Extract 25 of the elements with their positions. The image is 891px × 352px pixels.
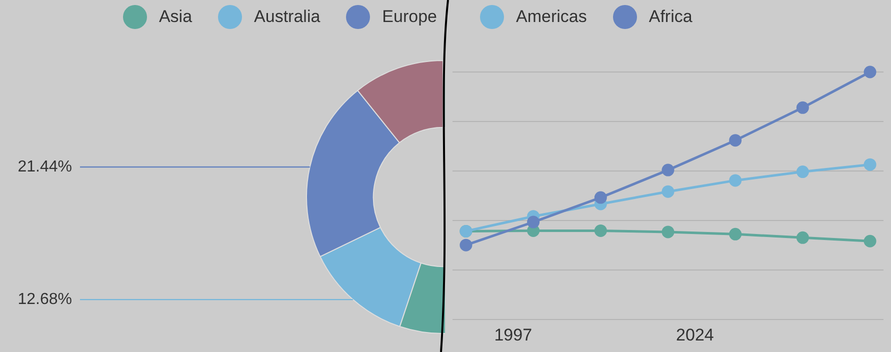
- point: [864, 234, 876, 248]
- data-label: 21.44%: [18, 158, 72, 176]
- point: [729, 174, 742, 187]
- x-tick-label: 1997: [494, 325, 532, 344]
- legend-label: Americas: [516, 7, 587, 27]
- point: [662, 164, 674, 176]
- legend-label: Australia: [254, 7, 320, 27]
- point: [796, 101, 809, 114]
- point: [527, 216, 540, 228]
- point: [864, 66, 876, 78]
- point: [864, 158, 876, 171]
- point: [729, 228, 742, 240]
- point: [796, 166, 809, 178]
- point: [460, 238, 472, 252]
- point: [796, 231, 809, 244]
- legend-label: Europe: [382, 7, 437, 27]
- x-tick-label: 2024: [676, 325, 714, 344]
- point: [729, 134, 742, 147]
- point: [662, 185, 674, 198]
- legend-label: Asia: [158, 7, 192, 27]
- point: [662, 226, 674, 238]
- legend-label: Africa: [648, 7, 692, 27]
- data-label: 12.68%: [18, 290, 72, 308]
- point: [594, 191, 607, 204]
- point: [594, 224, 607, 237]
